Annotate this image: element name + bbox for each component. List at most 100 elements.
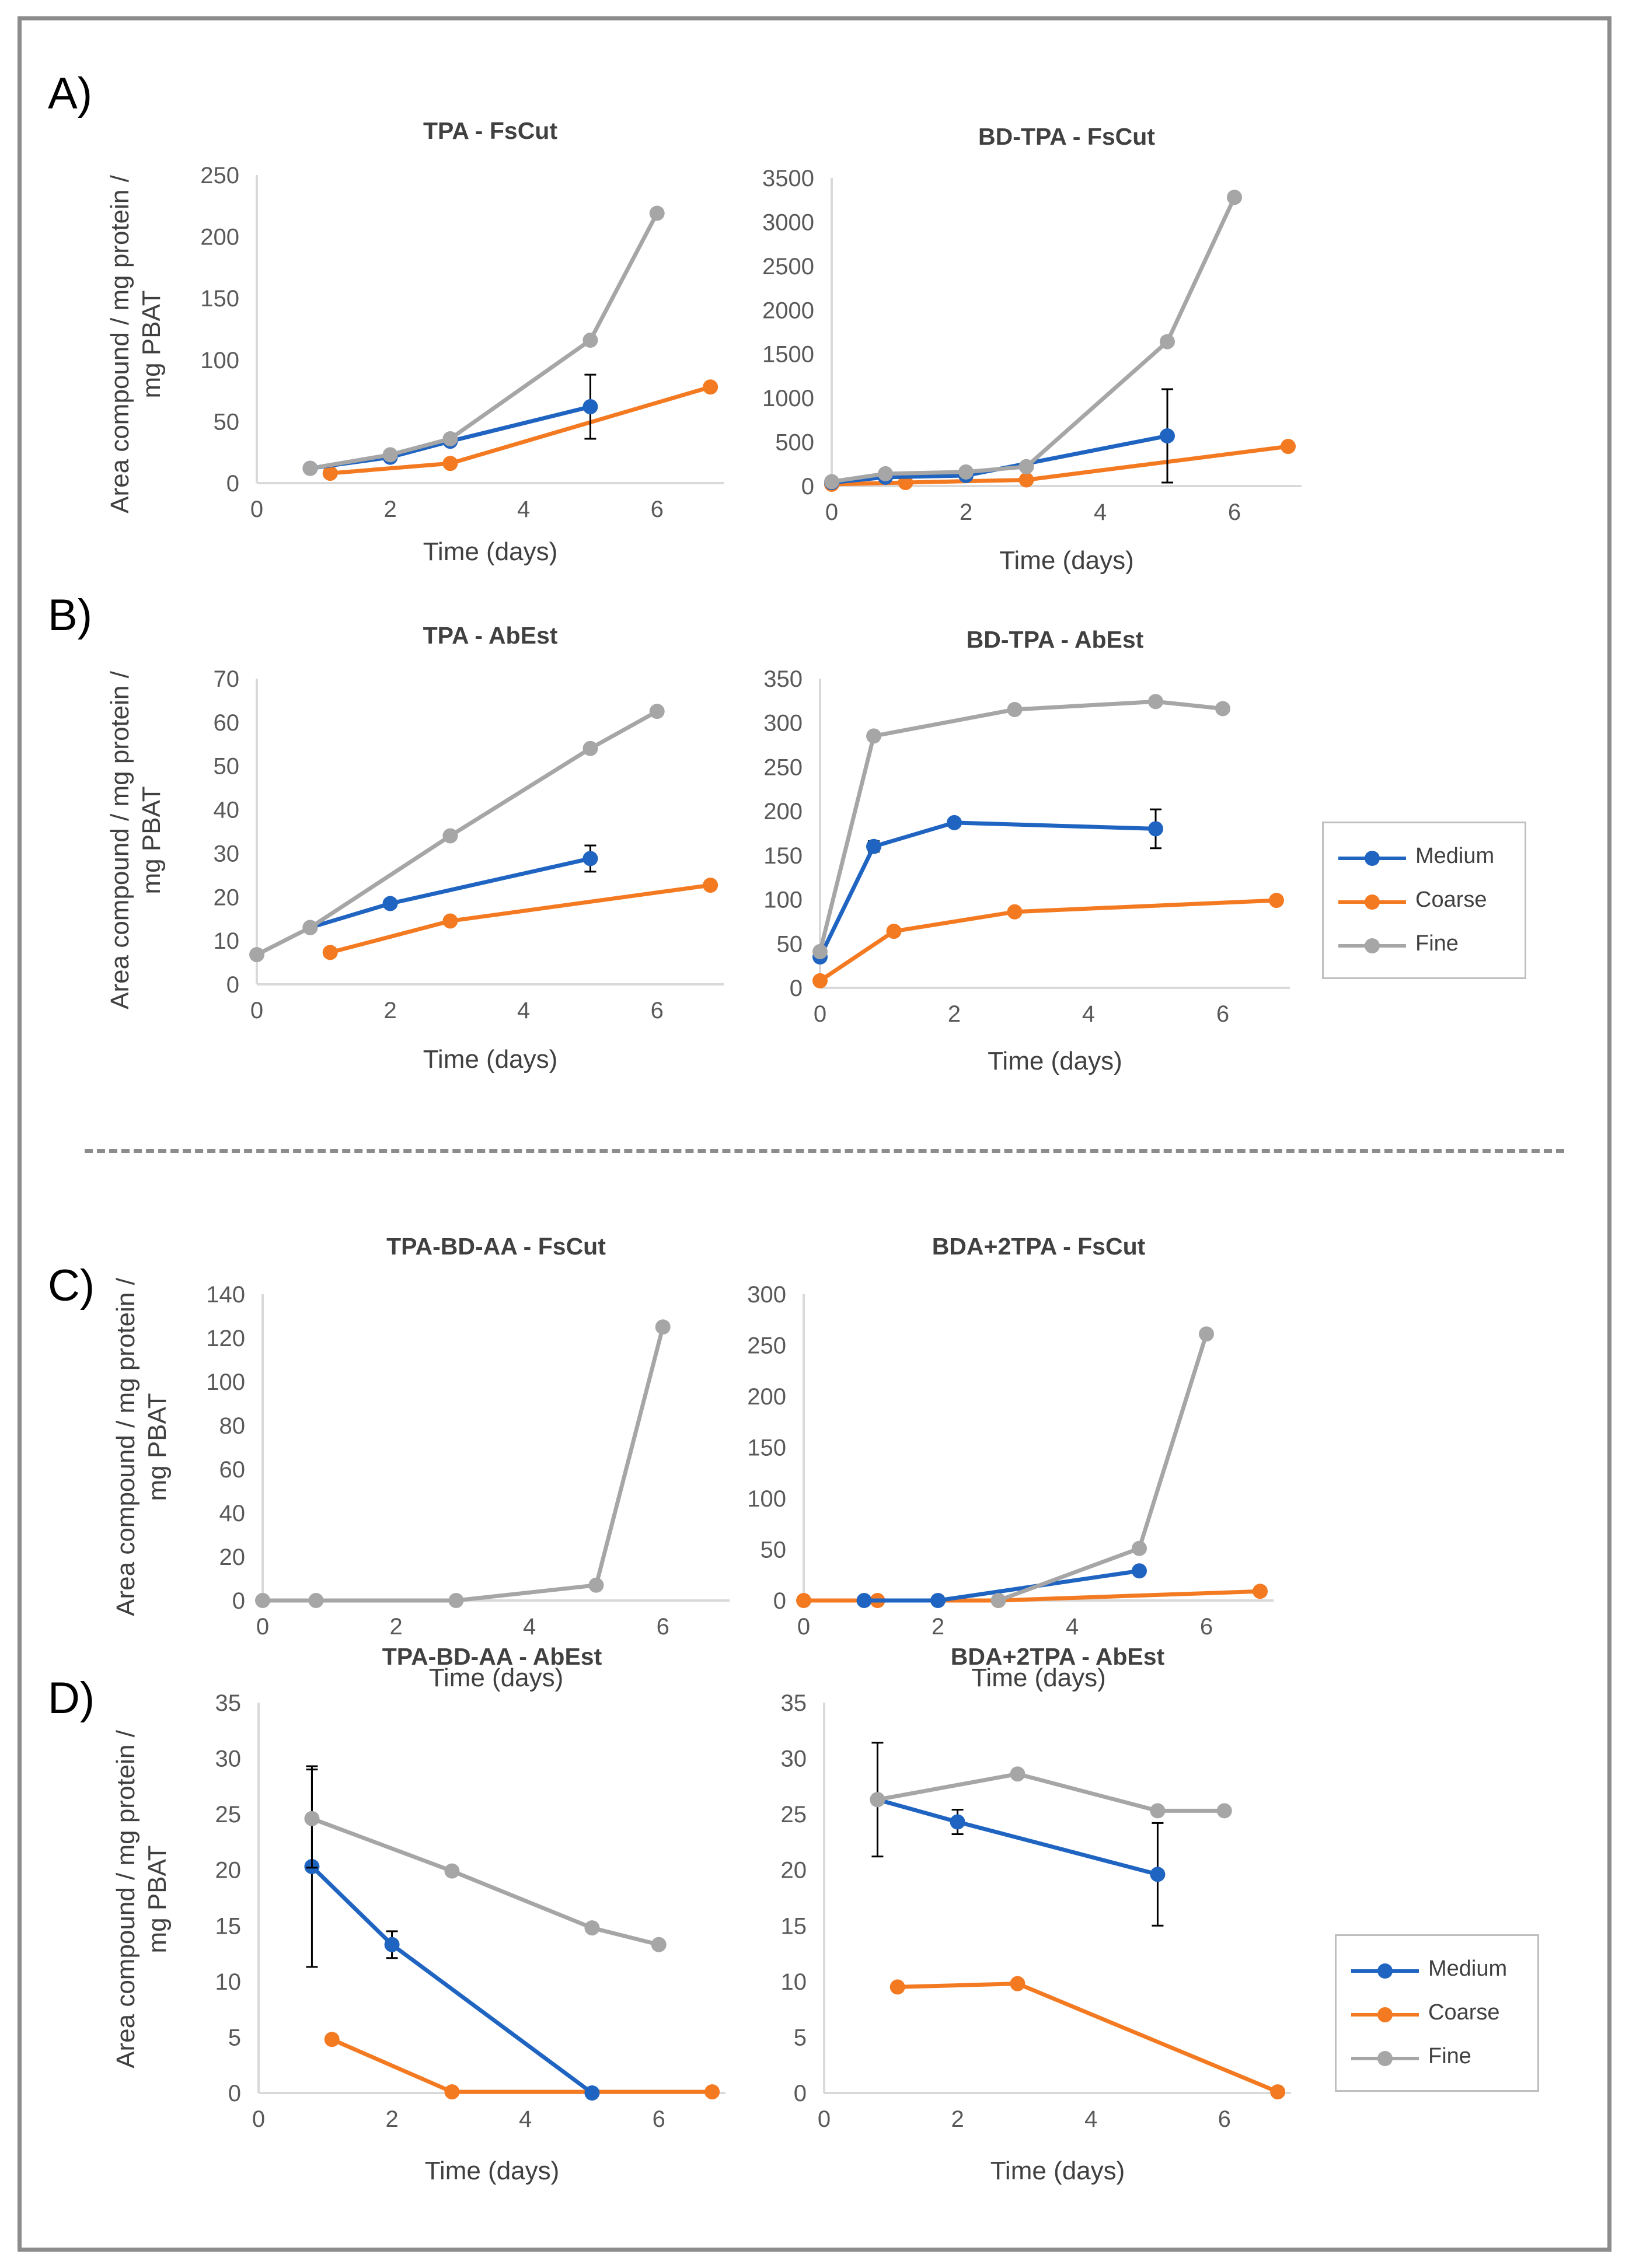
chart-3-tpa-abest-y-axis-label-line-1: Area compound / mg protein / bbox=[106, 670, 134, 1009]
chart-6-bda-2tpa-fscut-series-medium-point bbox=[1132, 1563, 1147, 1579]
chart-1-tpa-fscut-x-tick-label: 4 bbox=[517, 497, 530, 522]
chart-2-bd-tpa-fscut-series-fine-line bbox=[829, 195, 1237, 484]
chart-1-tpa-fscut-y-tick-label: 150 bbox=[200, 286, 239, 312]
chart-1-tpa-fscut-x-axis-label: Time (days) bbox=[423, 537, 558, 566]
chart-1-tpa-fscut-series-fine-point bbox=[649, 205, 665, 221]
chart-4-bd-tpa-abest-y-tick-label: 100 bbox=[763, 887, 803, 913]
chart-1-tpa-fscut-y-tick-label: 100 bbox=[200, 348, 239, 373]
chart-4-bd-tpa-abest-x-tick-label: 6 bbox=[1216, 1001, 1229, 1027]
chart-6-bda-2tpa-fscut-y-tick-label: 150 bbox=[747, 1435, 786, 1461]
chart-4-bd-tpa-abest-y-tick-label: 300 bbox=[763, 711, 803, 736]
chart-5-tpa-bd-aa-fscut-y-axis-label: Area compound / mg protein / mg PBAT bbox=[111, 1277, 172, 1616]
chart-8-bda-2tpa-abest-series-medium-point bbox=[950, 1814, 965, 1830]
chart-7-tpa-bd-aa-abest-series-coarse-line bbox=[330, 2037, 714, 2094]
chart-6-bda-2tpa-fscut-y-tick-label: 50 bbox=[761, 1537, 787, 1563]
chart-6-bda-2tpa-fscut-y-tick-label: 300 bbox=[747, 1282, 786, 1308]
chart-1-tpa-fscut-y-axis-label: Area compound / mg protein / mg PBAT bbox=[106, 174, 166, 513]
chart-3-tpa-abest-series-coarse-line bbox=[328, 883, 713, 955]
chart-1-tpa-fscut-series-fine-point bbox=[442, 431, 458, 446]
chart-1-tpa-fscut-x-tick-label: 2 bbox=[383, 497, 396, 522]
chart-1-tpa-fscut-y-axis-label-line-2: mg PBAT bbox=[137, 290, 166, 398]
figure-frame bbox=[18, 16, 1611, 2252]
panel-label-a: A) bbox=[48, 69, 92, 118]
chart-5-tpa-bd-aa-fscut-y-tick-label: 40 bbox=[219, 1501, 246, 1526]
chart-7-tpa-bd-aa-abest-x-tick-label: 0 bbox=[252, 2106, 265, 2132]
legend-label-coarse: Coarse bbox=[1415, 887, 1487, 912]
chart-4-bd-tpa-abest-x-axis-label: Time (days) bbox=[988, 1047, 1122, 1075]
legend-item-coarse: Coarse bbox=[1337, 1994, 1537, 2035]
chart-1-tpa-fscut-y-tick-label: 250 bbox=[200, 163, 239, 188]
chart-7-tpa-bd-aa-abest-x-tick-label: 6 bbox=[653, 2106, 665, 2132]
chart-3-tpa-abest-title: TPA - AbEst bbox=[423, 622, 558, 649]
chart-7-tpa-bd-aa-abest-y-tick-label: 15 bbox=[215, 1913, 242, 1939]
chart-8-bda-2tpa-abest-x-axis-label: Time (days) bbox=[990, 2157, 1125, 2185]
chart-8-bda-2tpa-abest-series-medium-point bbox=[1150, 1867, 1166, 1882]
chart-4-bd-tpa-abest-series-coarse-point bbox=[886, 924, 902, 939]
chart-6-bda-2tpa-fscut-x-axis-label: Time (days) bbox=[971, 1664, 1106, 1692]
chart-5-tpa-bd-aa-fscut-y-tick-label: 60 bbox=[219, 1457, 246, 1483]
legend-top: Medium Coarse Fine bbox=[1322, 822, 1526, 979]
chart-5-tpa-bd-aa-fscut-x-tick-label: 4 bbox=[523, 1614, 536, 1640]
chart-3-tpa-abest-y-tick-label: 70 bbox=[214, 666, 240, 692]
chart-3-tpa-abest-y-tick-label: 20 bbox=[214, 885, 240, 910]
chart-6-bda-2tpa-fscut-series-medium-point bbox=[930, 1593, 946, 1608]
chart-6-bda-2tpa-fscut-series-coarse-point bbox=[1253, 1584, 1268, 1599]
chart-8-bda-2tpa-abest-y-tick-label: 0 bbox=[794, 2081, 807, 2106]
chart-3-tpa-abest-series-medium-point bbox=[582, 851, 598, 866]
chart-7-tpa-bd-aa-abest-y-axis-label-line-1: Area compound / mg protein / bbox=[111, 1729, 140, 2068]
chart-6-bda-2tpa-fscut-title: BDA+2TPA - FsCut bbox=[932, 1233, 1146, 1260]
chart-4-bd-tpa-abest-series-medium-point bbox=[1148, 821, 1163, 837]
chart-6-bda-2tpa-fscut-series-coarse-point bbox=[796, 1593, 811, 1608]
chart-3-tpa-abest-x-tick-label: 0 bbox=[250, 998, 263, 1023]
legend-item-fine: Fine bbox=[1324, 925, 1525, 966]
chart-8-bda-2tpa-abest-series-coarse-line bbox=[895, 1982, 1280, 2094]
chart-4-bd-tpa-abest-y-tick-label: 350 bbox=[763, 666, 803, 692]
chart-2-bd-tpa-fscut-series-fine-point bbox=[1227, 190, 1242, 205]
chart-2-bd-tpa-fscut-series-medium-point bbox=[1160, 428, 1175, 444]
chart-4-bd-tpa-abest-title: BD-TPA - AbEst bbox=[967, 626, 1144, 653]
chart-2-bd-tpa-fscut-series-fine-point bbox=[878, 466, 893, 481]
chart-2-bd-tpa-fscut-series-coarse-point bbox=[1018, 472, 1034, 488]
chart-5-tpa-bd-aa-fscut-title: TPA-BD-AA - FsCut bbox=[386, 1233, 606, 1260]
chart-4-bd-tpa-abest-series-coarse-point bbox=[1007, 904, 1023, 920]
chart-2-bd-tpa-fscut-series-fine-point bbox=[824, 474, 839, 490]
chart-7-tpa-bd-aa-abest-y-tick-label: 0 bbox=[228, 2081, 241, 2106]
legend-label-medium: Medium bbox=[1428, 1956, 1508, 1981]
chart-2-bd-tpa-fscut-y-tick-label: 2500 bbox=[762, 254, 814, 279]
chart-6-bda-2tpa-fscut-x-tick-label: 0 bbox=[797, 1614, 810, 1640]
chart-2-bd-tpa-fscut-y-tick-label: 3500 bbox=[762, 166, 814, 191]
chart-1-tpa-fscut-series-fine-point bbox=[382, 447, 398, 463]
chart-6-bda-2tpa-fscut-x-tick-label: 4 bbox=[1066, 1614, 1079, 1640]
chart-3-tpa-abest-series-fine-point bbox=[649, 704, 665, 719]
chart-8-bda-2tpa-abest-series-fine-point bbox=[1150, 1803, 1166, 1819]
chart-3-tpa-abest-y-tick-label: 10 bbox=[214, 928, 240, 954]
legend-bottom: Medium Coarse Fine bbox=[1335, 1934, 1539, 2092]
chart-2-bd-tpa-fscut-x-tick-label: 6 bbox=[1228, 499, 1241, 525]
chart-6-bda-2tpa-fscut-series-fine-point bbox=[1132, 1540, 1147, 1556]
chart-8-bda-2tpa-abest-x-tick-label: 6 bbox=[1218, 2106, 1231, 2132]
chart-1-tpa-fscut-series-fine-line bbox=[308, 211, 660, 471]
chart-3-tpa-abest-x-tick-label: 6 bbox=[651, 998, 664, 1023]
chart-2-bd-tpa-fscut-x-axis-label: Time (days) bbox=[999, 546, 1134, 575]
legend-marker-fine bbox=[1377, 2051, 1393, 2066]
chart-6-bda-2tpa-fscut-x-tick-label: 6 bbox=[1200, 1614, 1213, 1640]
chart-8-bda-2tpa-abest-x-tick-label: 0 bbox=[818, 2106, 831, 2132]
chart-3-tpa-abest-y-tick-label: 50 bbox=[214, 754, 240, 780]
chart-1-tpa-fscut-title: TPA - FsCut bbox=[423, 117, 557, 144]
chart-1-tpa-fscut-y-tick-label: 0 bbox=[226, 471, 239, 497]
legend-label-medium: Medium bbox=[1415, 844, 1495, 868]
chart-4-bd-tpa-abest-series-fine-point bbox=[866, 728, 881, 744]
chart-7-tpa-bd-aa-abest-y-tick-label: 10 bbox=[215, 1969, 242, 1995]
chart-7-tpa-bd-aa-abest-title: TPA-BD-AA - AbEst bbox=[382, 1643, 602, 1670]
chart-2-bd-tpa-fscut-series-fine-point bbox=[1018, 459, 1034, 474]
chart-3-tpa-abest-y-tick-label: 0 bbox=[226, 972, 239, 998]
chart-5-tpa-bd-aa-fscut-y-tick-label: 0 bbox=[232, 1588, 245, 1614]
panel-label-c: C) bbox=[48, 1261, 95, 1311]
chart-8-bda-2tpa-abest-x-tick-label: 2 bbox=[951, 2106, 964, 2132]
legend-marker-coarse bbox=[1365, 894, 1380, 910]
legend-item-coarse: Coarse bbox=[1324, 882, 1525, 922]
chart-3-tpa-abest-y-tick-label: 60 bbox=[214, 710, 240, 736]
chart-3-tpa-abest-x-tick-label: 2 bbox=[383, 998, 396, 1023]
chart-7-tpa-bd-aa-abest-y-axis-label-line-2: mg PBAT bbox=[143, 1845, 172, 1953]
chart-8-bda-2tpa-abest-y-tick-label: 10 bbox=[781, 1969, 807, 1995]
